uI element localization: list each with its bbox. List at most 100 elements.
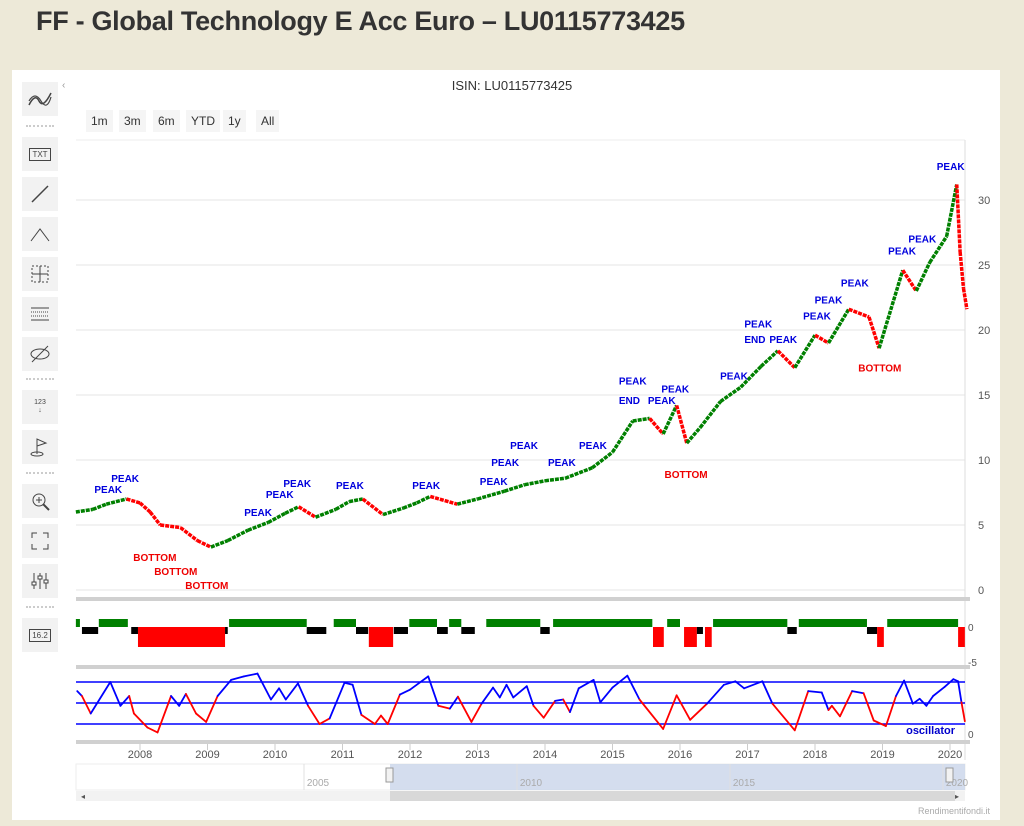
range-all-button[interactable]: All xyxy=(256,110,280,132)
trend-bar-neutral xyxy=(461,627,475,634)
price-candle-segment xyxy=(928,235,949,264)
bottom-label: BOTTOM xyxy=(858,364,901,375)
trend-bar-neutral xyxy=(81,627,99,634)
range-6m-button[interactable]: 6m xyxy=(153,110,180,132)
trend-bar-up xyxy=(713,619,788,627)
price-candle-segment xyxy=(759,349,780,368)
label-123-icon[interactable]: 123 ↓ xyxy=(22,390,58,424)
x-tick-label: 2017 xyxy=(735,749,759,761)
simple-indicators-icon[interactable] xyxy=(22,82,58,116)
x-tick-label: 2018 xyxy=(803,749,827,761)
x-tick-label: 2019 xyxy=(870,749,894,761)
oscillator-segment xyxy=(793,690,810,732)
peak-label: END xyxy=(744,335,765,346)
price-candle-segment xyxy=(826,308,851,344)
oscillator-segment xyxy=(689,702,708,721)
range-1y-button[interactable]: 1y xyxy=(223,110,246,132)
peak-label: PEAK xyxy=(283,479,312,490)
price-candle-segment xyxy=(944,184,959,237)
price-candle-segment xyxy=(382,506,404,517)
trend-bar-down xyxy=(653,627,664,647)
oscillator-segment xyxy=(925,695,935,707)
oscillator-segment xyxy=(205,695,219,723)
scroll-right-arrow-icon[interactable]: ▸ xyxy=(955,792,959,801)
oscillator-segment xyxy=(532,704,545,719)
price-candle-segment xyxy=(958,251,966,289)
peak-label: PEAK xyxy=(648,396,677,407)
price-candle-segment xyxy=(591,450,614,470)
oscillator-segment xyxy=(542,700,557,719)
price-candle-segment xyxy=(297,505,317,519)
trend-bar-up xyxy=(486,619,541,627)
flag-icon[interactable] xyxy=(22,430,58,464)
indicators-settings-icon[interactable] xyxy=(22,564,58,598)
peak-label: PEAK xyxy=(266,490,295,501)
price-candle-segment xyxy=(92,502,107,512)
measure-icon[interactable] xyxy=(22,297,58,331)
navigator-left-handle[interactable] xyxy=(385,767,394,783)
toolbar-separator xyxy=(26,472,54,474)
oscillator-segment xyxy=(256,672,272,701)
y-tick-label: 30 xyxy=(978,195,990,207)
fibonacci-icon[interactable] xyxy=(22,217,58,251)
oscillator-segment xyxy=(133,712,149,729)
trend-bar-neutral xyxy=(131,627,138,634)
bottom-label: BOTTOM xyxy=(154,567,197,578)
peak-label: PEAK xyxy=(619,377,648,388)
peak-label: PEAK xyxy=(412,481,441,492)
oscillator-segment xyxy=(599,686,614,704)
price-candle-segment xyxy=(247,520,269,532)
range-3m-button[interactable]: 3m xyxy=(119,110,146,132)
oscillator-segment xyxy=(851,690,865,695)
current-price-icon[interactable]: 16.2 xyxy=(22,618,58,652)
price-candle-segment xyxy=(661,404,679,435)
peak-label: PEAK xyxy=(491,458,520,469)
trend-bar-down xyxy=(368,627,394,647)
oscillator-segment xyxy=(386,693,401,725)
price-candle-segment xyxy=(210,538,229,549)
navigator-tick-label: 2010 xyxy=(520,778,543,789)
crosshair-icon[interactable] xyxy=(22,257,58,291)
price-candle-segment xyxy=(776,349,796,369)
page-title: FF - Global Technology E Acc Euro – LU01… xyxy=(36,6,685,36)
oscillator-segment xyxy=(662,694,678,730)
trend-bar-up xyxy=(333,619,356,627)
collapse-toolbar-icon[interactable]: ‹ xyxy=(62,80,66,91)
x-tick-label: 2011 xyxy=(331,749,355,761)
oscillator-segment xyxy=(457,695,473,723)
zoom-in-icon[interactable] xyxy=(22,484,58,518)
oscillator-label: oscillator xyxy=(906,725,956,737)
range-ytd-button[interactable]: YTD xyxy=(186,110,220,132)
oscillator-segment xyxy=(109,681,122,707)
oscillator-segment xyxy=(903,679,914,705)
oscillator-segment xyxy=(761,680,774,705)
price-candle-segment xyxy=(524,479,546,487)
oscillator-segment xyxy=(216,679,233,697)
pane-separator xyxy=(76,665,970,669)
scroll-left-arrow-icon[interactable]: ◂ xyxy=(81,792,85,801)
trend-bar-up xyxy=(887,619,959,627)
peak-label: PEAK xyxy=(720,371,749,382)
price-candle-segment xyxy=(503,483,526,493)
oscillator-segment xyxy=(284,682,299,701)
price-candle-segment xyxy=(160,523,181,530)
text-icon-label: TXT xyxy=(29,147,51,161)
range-1m-button[interactable]: 1m xyxy=(86,110,113,132)
trend-bar-down xyxy=(137,627,226,647)
navigator-right-handle[interactable] xyxy=(945,767,954,783)
bottom-label: BOTTOM xyxy=(133,553,176,564)
fullscreen-icon[interactable] xyxy=(22,524,58,558)
price-candle-segment xyxy=(901,269,918,292)
oscillator-segment xyxy=(343,681,354,686)
trend-bar-up xyxy=(75,619,80,627)
y-tick-label: 20 xyxy=(978,325,990,337)
oscillator-segment xyxy=(505,683,515,699)
text-annotation-icon[interactable]: TXT xyxy=(22,137,58,171)
oscillator-segment xyxy=(722,680,737,686)
hide-icon[interactable] xyxy=(22,337,58,371)
x-tick-label: 2012 xyxy=(398,749,422,761)
scrollbar-thumb[interactable] xyxy=(390,791,955,801)
line-icon[interactable] xyxy=(22,177,58,211)
price-candle-segment xyxy=(955,184,962,253)
